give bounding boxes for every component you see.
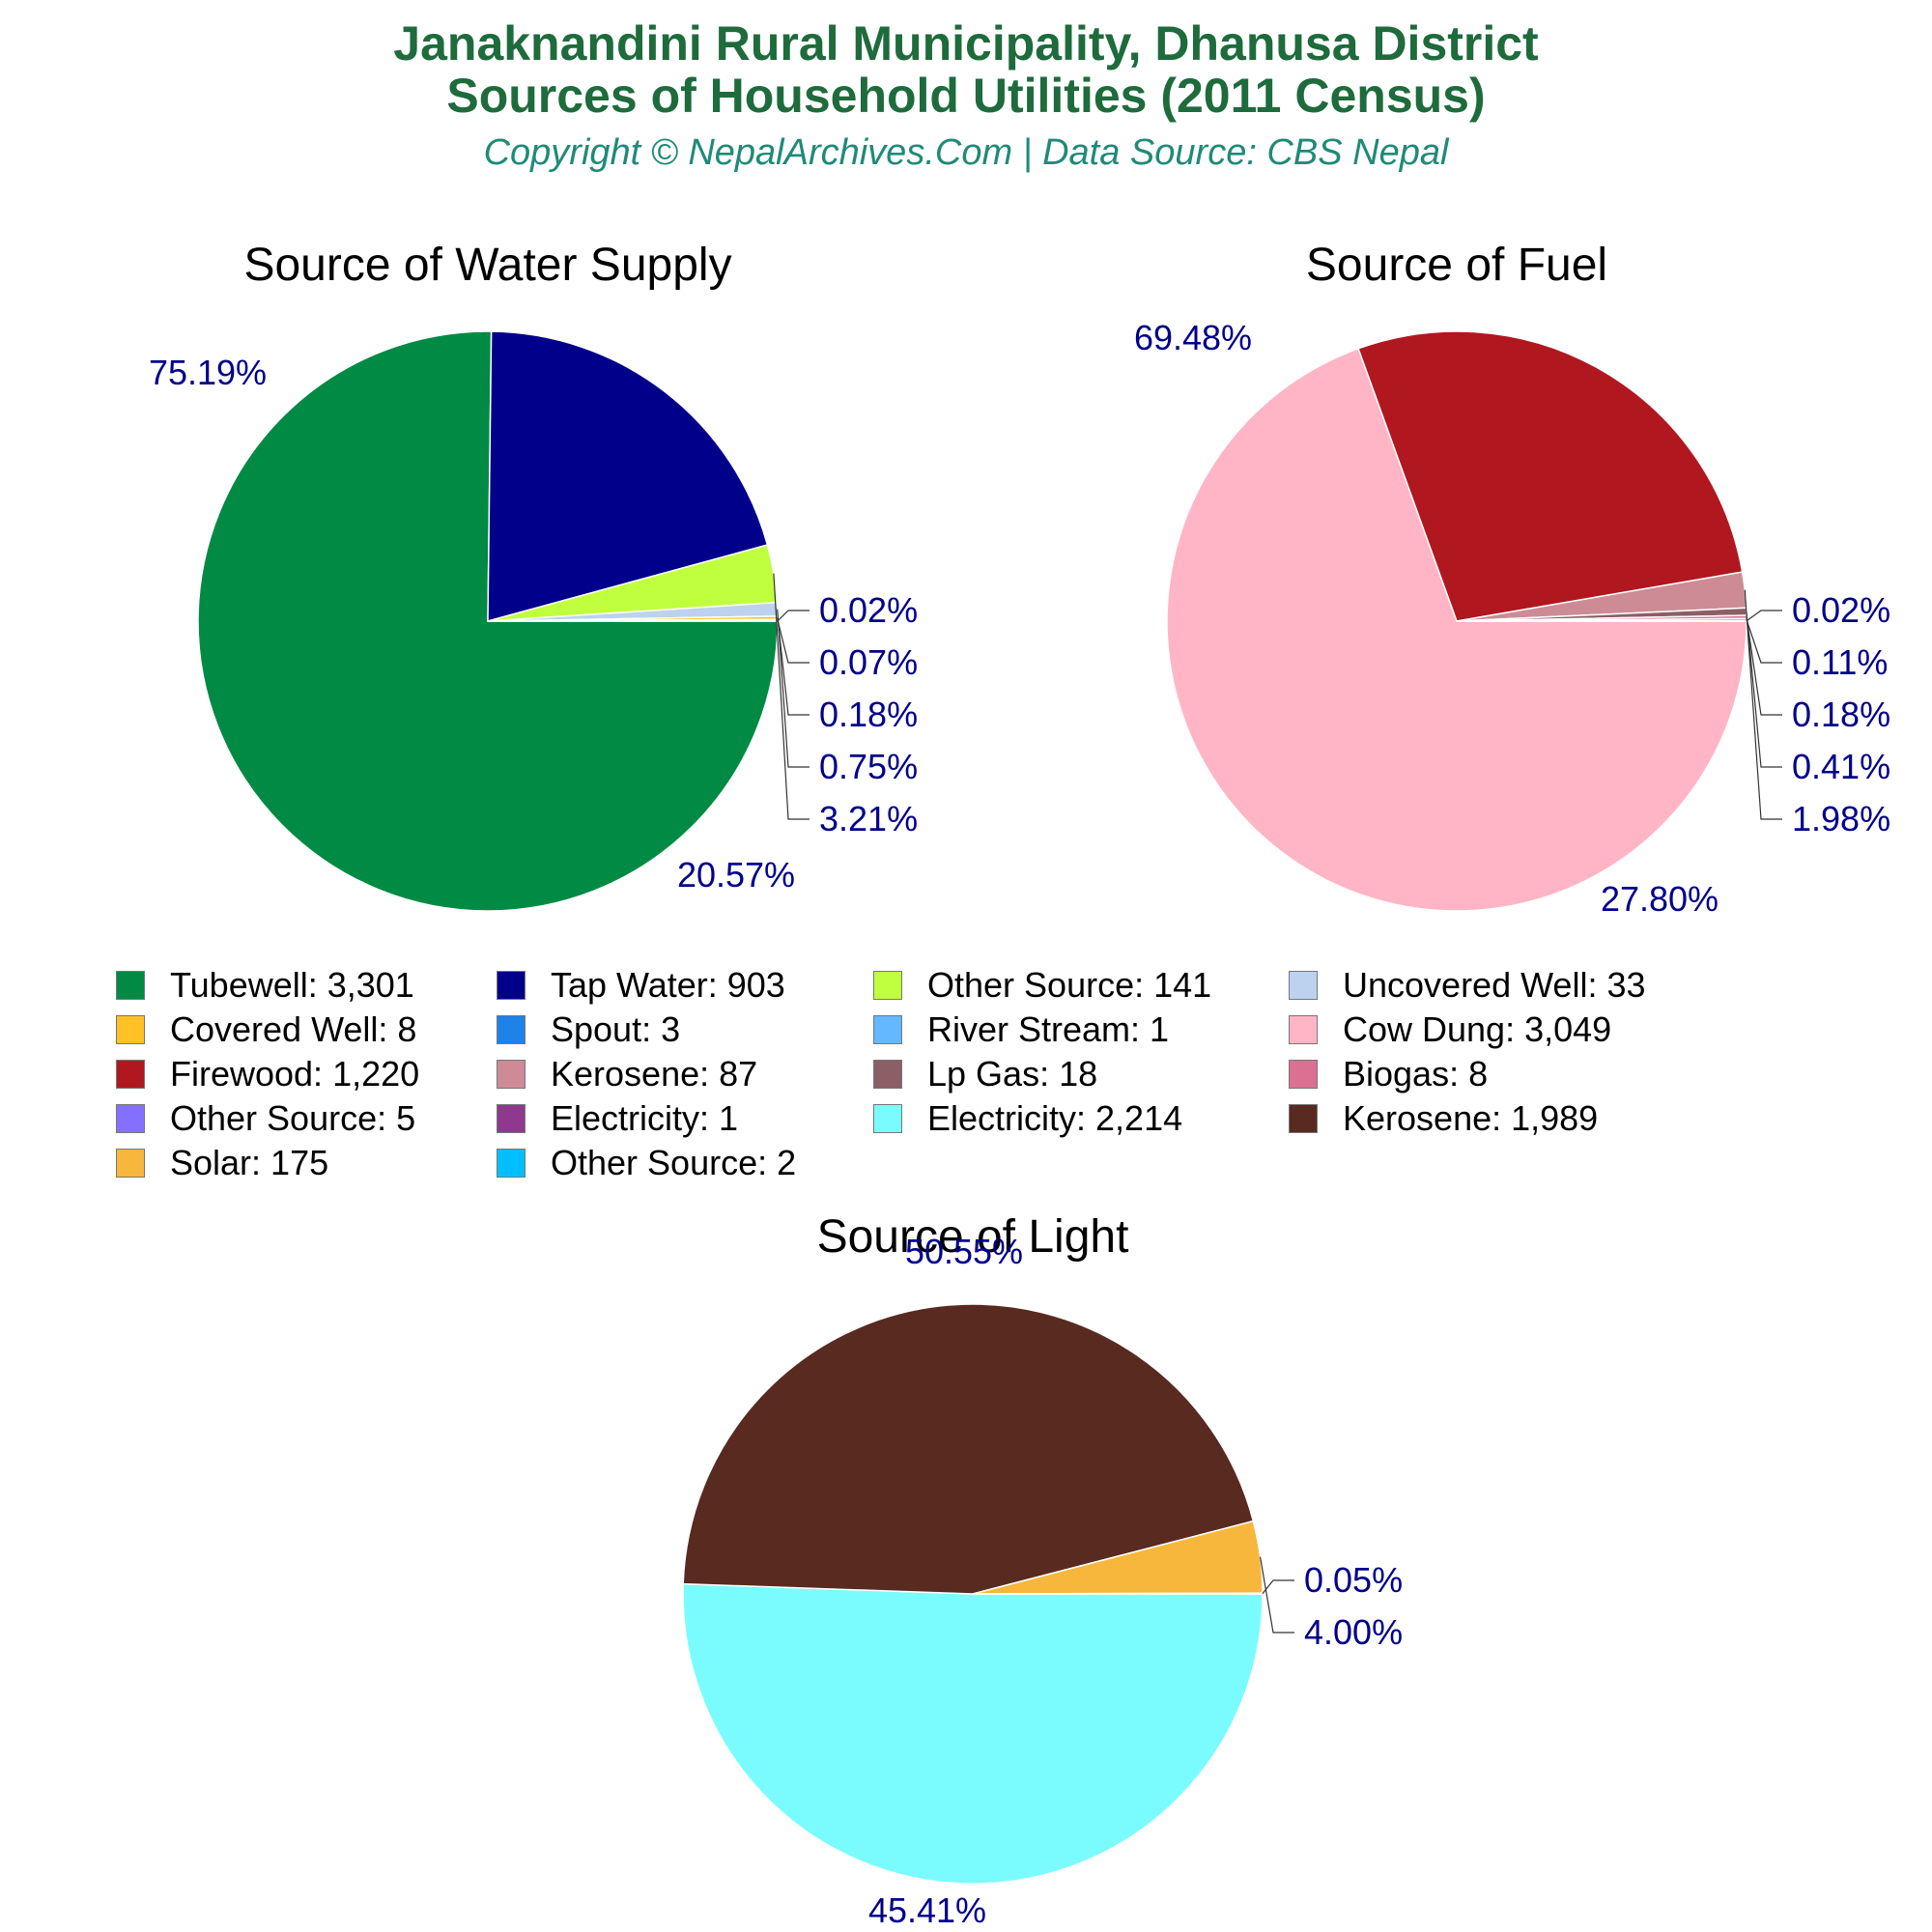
pct-label: 0.41%: [1792, 747, 1890, 786]
legend-label: Other Source: 2: [551, 1143, 797, 1182]
legend-label: Lp Gas: 18: [927, 1054, 1098, 1094]
chart-title-line-1: Janaknandini Rural Municipality, Dhanusa…: [393, 16, 1539, 71]
legend-label: Kerosene: 87: [551, 1054, 758, 1094]
legend-swatch: [497, 971, 526, 1000]
legend-label: Biogas: 8: [1343, 1054, 1489, 1094]
pie-slice-other-source: [972, 1592, 1264, 1595]
legend-swatch: [1289, 1104, 1318, 1133]
pct-label: 0.07%: [819, 642, 918, 682]
legend-swatch: [497, 1015, 526, 1044]
legend-label: Covered Well: 8: [170, 1009, 417, 1049]
pct-label: 0.18%: [819, 695, 918, 734]
pie-chart-source-of-fuel: Source of Fuel 69.48% 27.80% 0.02% 0.11% 0.18…: [1134, 240, 1890, 919]
legend-label: Tap Water: 903: [551, 965, 785, 1005]
pct-label: 0.02%: [1792, 590, 1890, 630]
pct-label: 3.21%: [819, 799, 918, 838]
pct-label: 20.57%: [677, 855, 795, 895]
chart-subtitle: Copyright © NepalArchives.Com | Data Sou…: [483, 132, 1449, 173]
legend-swatch: [116, 1149, 145, 1178]
leader-line: [773, 573, 810, 820]
leader-line: [777, 619, 810, 664]
chart-title-line-2: Sources of Household Utilities (2011 Cen…: [446, 69, 1486, 123]
legend-swatch: [873, 1015, 902, 1044]
legend-label: River Stream: 1: [927, 1009, 1170, 1049]
pct-label: 0.18%: [1792, 695, 1890, 734]
legend-swatch: [497, 1104, 526, 1133]
legend-swatch: [873, 971, 902, 1000]
legend-swatch: [497, 1149, 526, 1178]
legend-label: Solar: 175: [170, 1143, 329, 1182]
leader-line: [1262, 1579, 1294, 1594]
pie-title: Source of Light: [817, 1211, 1129, 1263]
leader-line: [1746, 619, 1782, 664]
pct-label: 0.11%: [1792, 642, 1888, 682]
legend-label: Other Source: 5: [170, 1098, 416, 1138]
pct-label: 0.02%: [819, 590, 918, 630]
pie-slice-tap-water: [487, 330, 769, 622]
pct-label: 4.00%: [1304, 1612, 1403, 1652]
pie-slice-firewood: [1357, 330, 1744, 622]
legend-swatch: [116, 1015, 145, 1044]
pie-slice-cow-dung: [1166, 347, 1747, 912]
leader-line: [1259, 1556, 1294, 1634]
pct-label: 75.19%: [149, 353, 267, 392]
legend-label: Kerosene: 1,989: [1343, 1098, 1599, 1138]
pct-label: 0.05%: [1304, 1560, 1403, 1600]
legend-label: Uncovered Well: 33: [1343, 965, 1646, 1005]
legend-swatch: [497, 1060, 526, 1089]
leader-line: [1744, 589, 1782, 820]
pct-label: 27.80%: [1601, 879, 1719, 919]
legend-swatch: [1289, 971, 1318, 1000]
pct-label: 45.41%: [868, 1890, 986, 1930]
pie-slice-kerosene: [682, 1303, 1255, 1595]
legend-swatch: [1289, 1060, 1318, 1089]
legend-label: Tubewell: 3,301: [170, 965, 414, 1005]
legend-swatch: [873, 1104, 902, 1133]
legend-swatch: [116, 971, 145, 1000]
legend-swatch: [1289, 1015, 1318, 1044]
legend-label: Electricity: 2,214: [927, 1098, 1183, 1138]
legend-swatch: [116, 1060, 145, 1089]
leader-line: [1746, 611, 1782, 768]
pie-title: Source of Fuel: [1306, 240, 1607, 291]
legend-swatch: [116, 1104, 145, 1133]
legend-label: Electricity: 1: [551, 1098, 739, 1138]
leader-line: [777, 617, 810, 716]
pct-label: 1.98%: [1792, 799, 1890, 838]
leader-line: [777, 610, 810, 622]
legend-label: Spout: 3: [551, 1009, 681, 1049]
legend-swatch: [873, 1060, 902, 1089]
leader-line: [1746, 616, 1782, 716]
pct-label: 50.55%: [905, 1232, 1023, 1271]
legend-label: Cow Dung: 3,049: [1343, 1009, 1612, 1049]
pct-label: 0.75%: [819, 747, 918, 786]
pct-label: 69.48%: [1134, 318, 1252, 357]
legend-label: Other Source: 141: [927, 965, 1212, 1005]
pie-chart-source-of-water-supply: Source of Water Supply 75.19% 20.57% 0.02% 0…: [149, 240, 918, 912]
legend-label: Firewood: 1,220: [170, 1054, 420, 1094]
pie-title: Source of Water Supply: [243, 240, 731, 291]
leader-line: [1746, 610, 1782, 622]
pie-slice-electricity: [682, 1582, 1264, 1885]
leader-line: [777, 609, 810, 768]
